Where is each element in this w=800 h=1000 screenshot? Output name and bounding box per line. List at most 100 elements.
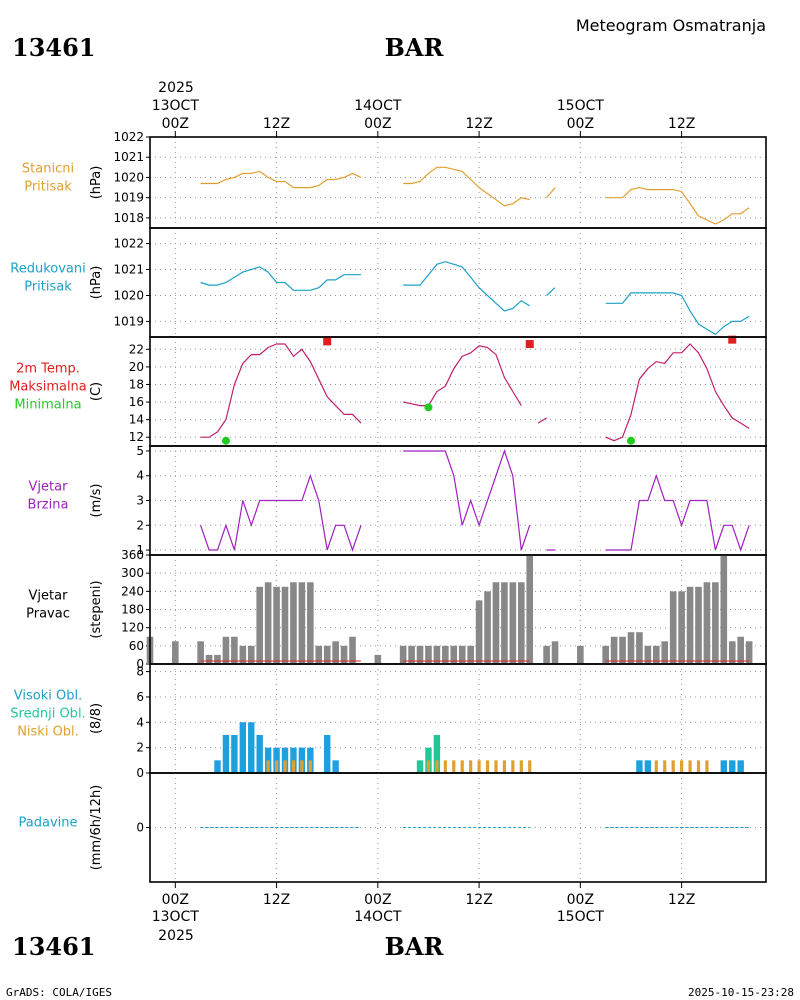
panel-title-line: Brzina [28,498,69,513]
y-tick-label: 0 [136,766,144,780]
y-tick-label: 12 [129,430,144,444]
y-axis-label: (8/8) [89,703,104,734]
cloud-bar [248,722,255,773]
wind-direction-bar [577,645,584,663]
panel-title-line: Srednji Obl. [10,707,85,722]
top-hour-label: 12Z [668,116,695,132]
wind-direction-bar [653,645,660,663]
series-line [200,343,750,442]
y-tick-label: 1021 [113,263,144,277]
max-temp-marker [323,337,332,346]
y-axis-label: (hPa) [89,266,104,300]
cloud-bar [511,760,515,773]
year-label-bottom: 2025 [158,928,194,944]
bottom-hour-label: 12Z [668,892,695,908]
bottom-date-label: 15OCT [557,909,605,925]
wind-direction-bar [450,645,458,663]
cloud-bar [283,760,287,773]
timestamp-label: 2025-10-15-23:28 [688,986,794,999]
cloud-bar [460,760,464,773]
top-hour-label: 00Z [567,116,594,132]
wind-direction-bar [425,645,432,663]
wind-direction-bar [644,645,652,663]
max-temp-marker [525,340,534,349]
wind-direction-bar [619,636,626,663]
wind-direction-bar [340,645,348,663]
cloud-bar [485,760,490,773]
wind-direction-bar [298,582,306,663]
cloud-bar [222,734,230,773]
panel-title-line: Minimalna [14,398,81,413]
wind-direction-bar [517,582,525,663]
y-tick-label: 1018 [113,211,144,225]
y-tick-label: 16 [129,395,144,409]
wind-direction-bar [720,555,728,663]
y-tick-label: 240 [121,584,144,598]
cloud-bar [239,722,247,773]
bottom-hour-label: 00Z [162,892,189,908]
panel-title-line: Vjetar [29,480,69,495]
wind-direction-bar [264,582,272,663]
y-tick-label: 1019 [113,191,144,205]
bottom-hour-label: 12Z [263,892,290,908]
wind-direction-bar [627,632,635,663]
wind-direction-bar [247,645,255,663]
bottom-date-label: 14OCT [354,909,402,925]
y-axis-label: (hPa) [89,166,104,200]
wind-direction-bar [703,582,711,663]
panel-vjetar-pravac: 0 60 120 180 240 300 360 (stepeni) Vjetar Pravac [26,548,767,671]
series-line [200,449,750,552]
station-id-bottom: 13461 [12,932,96,961]
cloud-bar [494,760,498,773]
wind-direction-bar [231,636,238,663]
y-axis-label: (m/s) [89,484,104,518]
y-tick-label: 1022 [113,237,144,251]
bottom-hour-label: 12Z [465,892,492,908]
cloud-bar [688,760,692,773]
wind-direction-bar [399,645,407,663]
cloud-bar [324,734,331,773]
y-tick-label: 8 [136,665,144,679]
wind-direction-bar [408,645,415,663]
bottom-date-label: 13OCT [152,909,200,925]
y-axis-label: (mm/6h/12h) [89,785,104,871]
y-tick-label: 1 [136,543,144,557]
min-temp-marker [424,403,433,412]
cloud-bar [737,760,744,773]
cloud-bar [705,760,709,773]
cloud-bar [256,734,263,773]
min-temp-marker [626,436,635,445]
wind-direction-bar [712,582,719,663]
wind-direction-bar [636,632,643,663]
cloud-bar [644,760,652,773]
y-tick-label: 5 [136,444,144,458]
wind-direction-bar [509,582,517,663]
series-line [200,261,750,336]
cloud-bar [433,734,441,773]
wind-direction-bar [484,591,491,663]
cloud-bar [291,760,296,773]
panel-padavine: 0 (mm/6h/12h) Padavine [19,772,767,883]
cloud-bar [332,760,339,773]
cloud-bar [274,760,279,773]
y-tick-label: 22 [129,342,144,356]
bottom-time-axis: 00Z 12Z 00Z 12Z 00Z 12Z 13OCT 14OCT 15OCT [152,882,695,925]
panel-title-line: Pravac [26,607,70,622]
panels: 10181019102010211022(hPa)StanicniPritisa… [9,130,767,883]
wind-direction-bar [442,645,449,663]
top-time-axis: 00Z 12Z 00Z 12Z 00Z 12Z 13OCT 14OCT 15OCT [150,98,766,138]
wind-direction-bar [323,645,331,663]
wind-direction-bar [416,645,424,663]
cloud-bar [671,760,675,773]
panel-title-line: Stanicni [22,162,74,177]
top-hour-label: 00Z [162,116,189,132]
wind-direction-bar [256,586,263,663]
wind-direction-bar [661,641,669,663]
wind-direction-bar [467,645,474,663]
panel-title-line: Pritisak [24,180,72,195]
wind-direction-bar [492,582,500,663]
y-axis-label: (stepeni) [89,580,104,638]
wind-direction-bar [315,645,323,663]
wind-direction-bar [745,641,753,663]
wind-direction-bar [678,591,685,663]
